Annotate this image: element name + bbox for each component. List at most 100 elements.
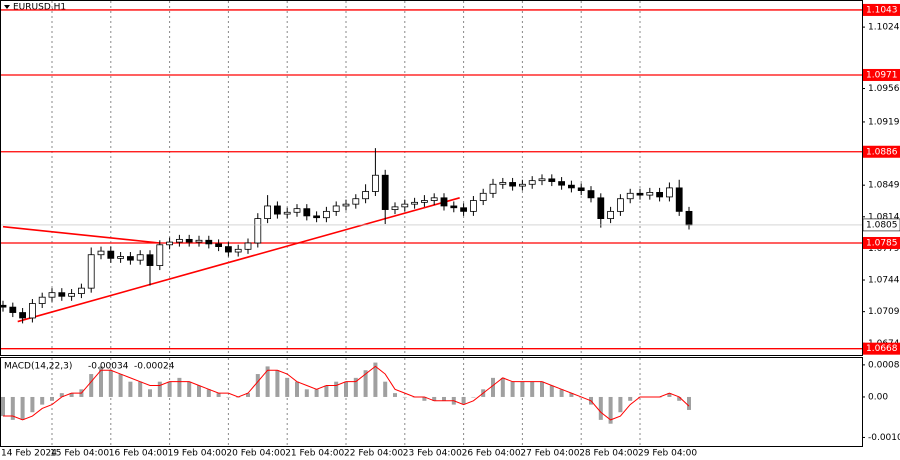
candle-body <box>19 312 27 319</box>
macd-pane-border <box>0 357 863 447</box>
candle-body <box>205 239 213 245</box>
x-tick-label: 14 Feb 2024 <box>1 449 57 459</box>
candle-body <box>185 238 193 243</box>
macd-bar <box>461 396 466 405</box>
macd-bar <box>540 381 544 397</box>
macd-bar <box>197 385 201 397</box>
macd-label: MACD(14,22,3) <box>4 362 72 372</box>
candle-body <box>381 174 389 210</box>
candle-body <box>293 208 301 213</box>
candle-body <box>215 243 223 248</box>
candle-body <box>342 203 350 207</box>
candle-body <box>48 292 56 298</box>
candle-body <box>528 180 536 185</box>
x-tick-label: 15 Feb 04:00 <box>50 449 109 459</box>
candle-body <box>430 197 438 201</box>
level-label: 1.0785 <box>866 238 898 248</box>
macd-bar <box>177 377 182 397</box>
macd-bar <box>216 393 221 397</box>
macd-bar <box>108 370 113 397</box>
y-tick-label: 1.0814 <box>868 212 900 222</box>
candle-body <box>9 306 17 313</box>
macd-bar <box>314 389 319 397</box>
symbol-arrow <box>4 5 10 9</box>
candle-body <box>332 205 340 212</box>
macd-bar <box>677 396 682 401</box>
macd-bar <box>50 396 54 401</box>
macd-bar <box>687 396 691 410</box>
x-tick-label: 23 Feb 04:00 <box>403 449 462 459</box>
candle-body <box>391 206 399 210</box>
macd-bar <box>265 366 270 397</box>
candle-body <box>244 242 252 250</box>
candle-body <box>234 248 242 253</box>
candle-body <box>420 200 428 203</box>
candle-body <box>489 183 497 194</box>
candle-body <box>636 192 644 196</box>
candle-body <box>450 205 458 209</box>
y-tick-label: 1.0709 <box>868 307 900 317</box>
y-tick-label: 1.0919 <box>868 117 900 127</box>
candle-body <box>78 287 85 294</box>
y-tick-label: 1.0744 <box>868 276 900 286</box>
candle-body <box>440 197 448 207</box>
macd-bar <box>667 393 672 397</box>
candle-body <box>538 178 546 182</box>
macd-bar <box>295 381 299 397</box>
macd-bar <box>569 393 574 397</box>
candle-body <box>401 203 409 208</box>
candle-body <box>646 192 654 196</box>
y-tick-label: 1.1024 <box>868 23 900 33</box>
macd-signal <box>3 365 690 421</box>
x-tick-label: 19 Feb 04:00 <box>168 449 227 459</box>
current-price-box <box>862 218 900 232</box>
candle-body <box>626 192 634 200</box>
macd-bar <box>206 389 211 397</box>
macd-bar <box>608 396 613 424</box>
candle-body <box>558 181 565 186</box>
macd-bar <box>128 381 133 397</box>
macd-bar <box>422 396 427 401</box>
macd-bar <box>30 396 35 413</box>
macd-bar <box>1 396 5 417</box>
candle-body <box>264 205 272 220</box>
level-label: 1.0971 <box>866 70 898 80</box>
macd-bar <box>353 377 358 397</box>
macd-bar <box>157 381 162 397</box>
candle-body <box>303 208 311 217</box>
trendline <box>17 197 460 323</box>
candle-body <box>362 191 370 200</box>
candle-body <box>166 241 174 246</box>
level-label-box <box>863 145 900 158</box>
candle-body <box>28 303 36 319</box>
macd-bar <box>491 377 495 397</box>
candle-body <box>156 244 164 266</box>
y-tick-label: 1.0956 <box>868 84 900 94</box>
level-label-box <box>863 342 900 355</box>
candle-body <box>587 190 595 199</box>
macd-bar <box>324 385 329 397</box>
candle-body <box>577 187 585 191</box>
candle-body <box>127 256 134 261</box>
candle-body <box>254 218 262 244</box>
macd-bar <box>432 396 437 401</box>
candle-body <box>460 207 468 212</box>
macd-bar <box>530 381 535 397</box>
macd-bar <box>226 396 231 398</box>
macd-bar <box>618 396 623 413</box>
candle-body <box>548 178 556 182</box>
x-tick-label: 26 Feb 04:00 <box>462 449 521 459</box>
candle-body <box>224 246 232 253</box>
candle-body <box>0 304 7 308</box>
x-tick-label: 21 Feb 04:00 <box>285 449 344 459</box>
candle-body <box>675 187 683 212</box>
macd-signal-value: -0.00024 <box>134 362 175 372</box>
macd-bar <box>138 381 143 397</box>
candle-body <box>479 192 487 201</box>
macd-bar <box>69 393 74 397</box>
candle-body <box>322 210 330 219</box>
candle-body <box>509 182 517 187</box>
candle-body <box>411 201 419 205</box>
